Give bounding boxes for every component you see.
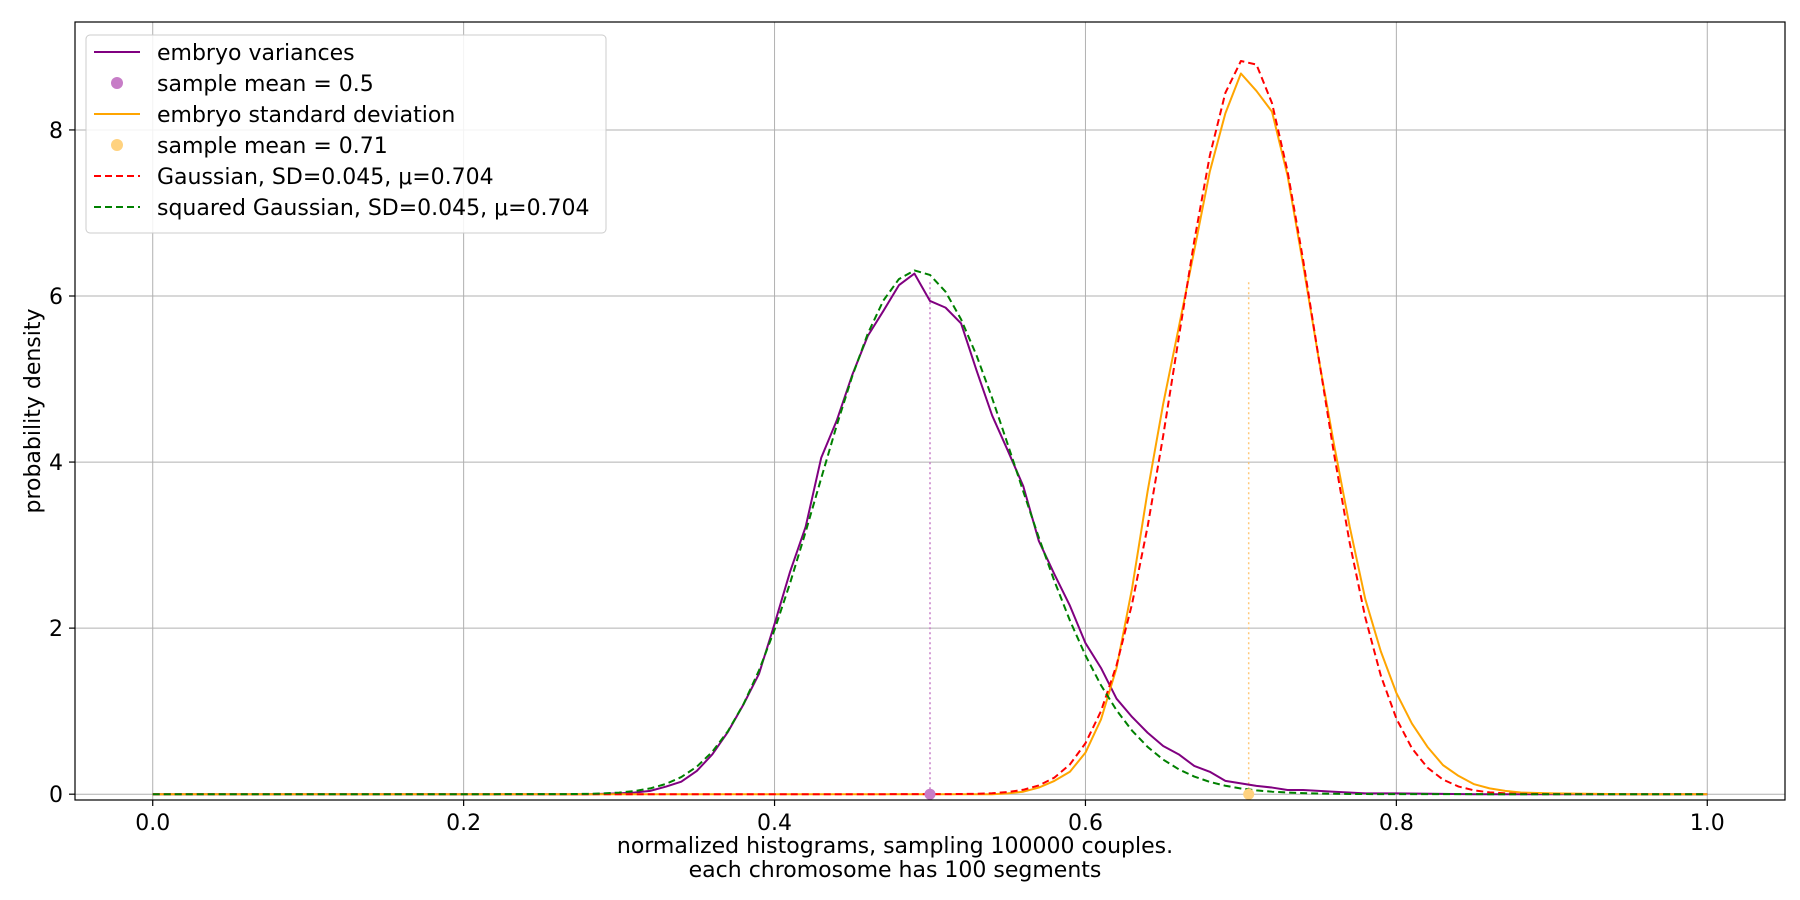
y-axis-label: probability density [21, 308, 46, 513]
legend-label-4: Gaussian, SD=0.045, μ=0.704 [157, 165, 494, 190]
x-tick-label-0: 0.0 [135, 811, 170, 836]
y-tick-label-1: 2 [49, 617, 63, 642]
x-axis-label-line-2: each chromosome has 100 segments [689, 858, 1102, 883]
series-line-3 [152, 269, 1708, 796]
legend: embryo variances sample mean = 0.5 embryo … [85, 34, 607, 234]
x-tick-label-2: 0.4 [757, 811, 792, 836]
x-tick-label-1: 0.2 [446, 811, 481, 836]
x-tick-label-4: 0.8 [1379, 811, 1414, 836]
mean-marker-layer [929, 279, 1250, 795]
legend-box [85, 34, 607, 234]
y-tick-label-0: 0 [49, 783, 63, 808]
mean-point-0 [924, 788, 936, 800]
ticks-layer: 0.0 0.2 0.4 0.6 0.8 1.0 0 2 4 6 8 [49, 119, 1725, 836]
legend-label-5: squared Gaussian, SD=0.045, μ=0.704 [157, 196, 590, 221]
legend-label-3: sample mean = 0.71 [157, 134, 388, 159]
legend-swatch-3 [111, 139, 123, 151]
x-tick-label-3: 0.6 [1068, 811, 1103, 836]
legend-label-2: embryo standard deviation [157, 103, 455, 128]
x-axis-label-line-1: normalized histograms, sampling 100000 c… [617, 834, 1173, 859]
mean-point-1 [1243, 788, 1255, 800]
series-layer [152, 59, 1708, 800]
legend-swatch-1 [111, 77, 123, 89]
plot-frame [74, 21, 1786, 801]
y-tick-label-3: 6 [49, 285, 63, 310]
legend-label-1: sample mean = 0.5 [157, 72, 374, 97]
y-tick-label-2: 4 [49, 451, 63, 476]
x-tick-label-5: 1.0 [1690, 811, 1725, 836]
y-tick-label-4: 8 [49, 119, 63, 144]
legend-label-0: embryo variances [157, 41, 355, 66]
series-line-1 [152, 72, 1708, 796]
